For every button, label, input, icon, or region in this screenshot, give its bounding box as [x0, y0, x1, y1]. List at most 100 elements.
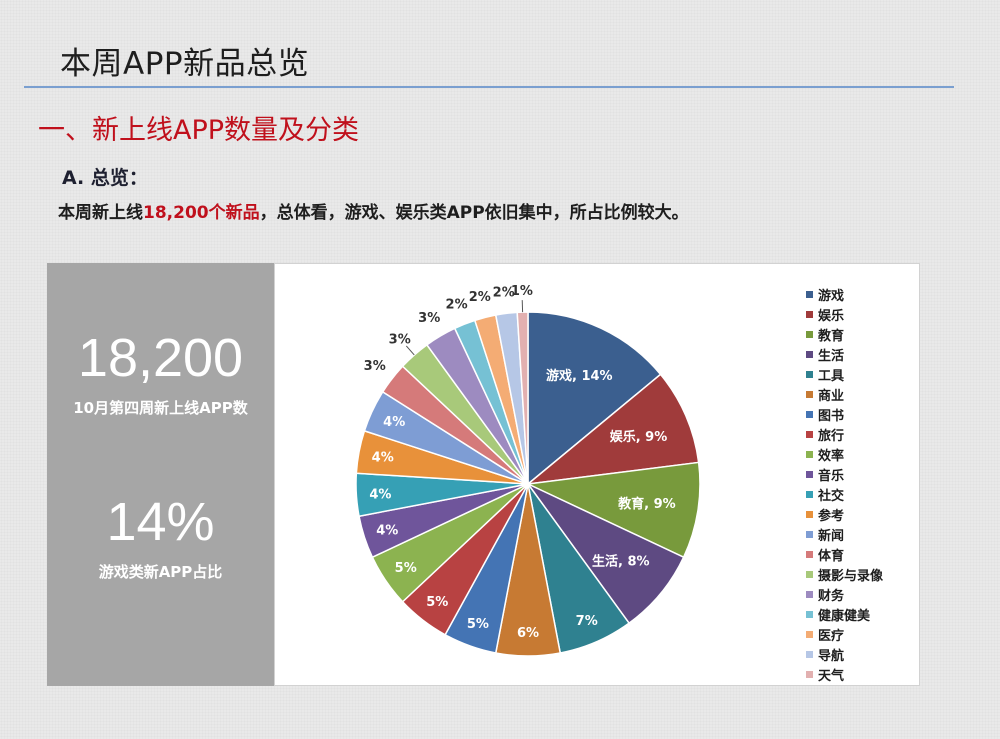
- legend-item-14: 摄影与录像: [806, 564, 916, 584]
- legend-label-12: 新闻: [818, 528, 845, 544]
- legend-label-9: 音乐: [818, 468, 845, 484]
- legend-label-17: 医疗: [818, 628, 845, 644]
- legend-label-14: 摄影与录像: [818, 568, 884, 584]
- pie-data-label-15: 3%: [418, 311, 440, 326]
- pie-chart: 游戏, 14% 娱乐, 9% 教育, 9% 生活, 8% 7% 6% 5% 5% 5% 4% 4% 4…: [355, 284, 701, 657]
- stat-game-share-caption: 游戏类新APP占比: [98, 563, 223, 581]
- stat-game-share-value: 14%: [106, 492, 215, 552]
- pie-data-label-11: 4%: [372, 450, 394, 465]
- pie-chart-area: 游戏, 14% 娱乐, 9% 教育, 9% 生活, 8% 7% 6% 5% 5% 5% 4% 4% 4…: [274, 263, 920, 686]
- legend-item-18: 导航: [806, 644, 916, 664]
- stat-total-value: 18,200: [77, 328, 244, 388]
- legend-swatch-0: [806, 290, 813, 298]
- legend-label-4: 工具: [818, 368, 845, 384]
- legend-swatch-2: [806, 330, 813, 338]
- pie-data-label-19: 1%: [511, 284, 533, 299]
- legend-item-0: 游戏: [806, 284, 916, 304]
- summary-suffix: ，总体看，游戏、娱乐类APP依旧集中，所占比例较大。: [259, 203, 689, 223]
- pie-data-label-17: 2%: [469, 290, 491, 305]
- legend-item-1: 娱乐: [806, 304, 916, 324]
- pie-data-label-3: 生活, 8%: [592, 554, 650, 570]
- page-title: 本周APP新品总览: [60, 46, 310, 82]
- chart-legend: 游戏娱乐教育生活工具商业图书旅行效率音乐社交参考新闻体育摄影与录像财务健康健美医…: [806, 284, 916, 684]
- stats-panel: 18,200 10月第四周新上线APP数 14% 游戏类新APP占比: [47, 263, 274, 686]
- pie-data-label-12: 4%: [383, 415, 405, 430]
- legend-label-11: 参考: [818, 508, 845, 524]
- legend-label-5: 商业: [818, 388, 845, 404]
- legend-swatch-8: [806, 450, 813, 458]
- legend-swatch-9: [806, 470, 813, 478]
- legend-swatch-18: [806, 650, 813, 658]
- pie-data-label-6: 5%: [467, 617, 489, 632]
- pie-slice-0: [527, 311, 662, 486]
- legend-label-8: 效率: [818, 448, 845, 464]
- legend-label-2: 教育: [818, 328, 845, 344]
- legend-item-19: 天气: [806, 664, 916, 684]
- legend-swatch-14: [806, 570, 813, 578]
- pie-data-label-10: 4%: [369, 487, 391, 502]
- stat-total-caption: 10月第四周新上线APP数: [73, 399, 248, 417]
- legend-item-16: 健康健美: [806, 604, 916, 624]
- legend-swatch-4: [806, 370, 813, 378]
- legend-swatch-3: [806, 350, 813, 358]
- legend-item-11: 参考: [806, 504, 916, 524]
- pie-data-label-1: 娱乐, 9%: [610, 429, 668, 445]
- pie-data-label-0: 游戏, 14%: [546, 368, 613, 384]
- legend-label-19: 天气: [818, 668, 845, 684]
- legend-item-7: 旅行: [806, 424, 916, 444]
- legend-label-15: 财务: [818, 588, 845, 604]
- pie-slice-2: [525, 461, 701, 559]
- legend-label-7: 旅行: [818, 428, 845, 444]
- pie-data-label-2: 教育, 9%: [617, 496, 676, 512]
- pie-leader-line-14: [405, 345, 415, 356]
- pie-data-label-13: 3%: [364, 359, 386, 374]
- legend-item-15: 财务: [806, 584, 916, 604]
- legend-label-0: 游戏: [818, 288, 845, 304]
- pie-data-label-8: 5%: [395, 561, 417, 576]
- legend-label-3: 生活: [818, 348, 845, 364]
- legend-swatch-10: [806, 490, 813, 498]
- legend-item-17: 医疗: [806, 624, 916, 644]
- pie-data-label-5: 6%: [517, 626, 539, 641]
- legend-item-5: 商业: [806, 384, 916, 404]
- section-title: 一、新上线APP数量及分类: [38, 115, 360, 146]
- title-divider: [24, 86, 954, 88]
- legend-swatch-17: [806, 630, 813, 638]
- pie-slice-1: [525, 373, 700, 486]
- legend-item-10: 社交: [806, 484, 916, 504]
- pie-data-label-7: 5%: [426, 595, 448, 610]
- legend-item-12: 新闻: [806, 524, 916, 544]
- pie-slice-19: [516, 311, 529, 485]
- legend-label-6: 图书: [818, 408, 845, 424]
- legend-swatch-6: [806, 410, 813, 418]
- summary-highlight: 18,200个新品: [143, 203, 260, 223]
- legend-swatch-5: [806, 390, 813, 398]
- legend-swatch-13: [806, 550, 813, 558]
- legend-swatch-12: [806, 530, 813, 538]
- legend-swatch-15: [806, 590, 813, 598]
- pie-data-label-9: 4%: [376, 524, 398, 539]
- legend-swatch-11: [806, 510, 813, 518]
- sub-heading: A. 总览：: [62, 167, 148, 189]
- legend-item-4: 工具: [806, 364, 916, 384]
- legend-item-8: 效率: [806, 444, 916, 464]
- legend-swatch-1: [806, 310, 813, 318]
- pie-data-label-18: 2%: [493, 286, 515, 301]
- legend-label-16: 健康健美: [818, 608, 871, 624]
- summary-text: 本周新上线18,200个新品，总体看，游戏、娱乐类APP依旧集中，所占比例较大。: [58, 198, 689, 223]
- legend-label-1: 娱乐: [818, 308, 845, 324]
- legend-swatch-16: [806, 610, 813, 618]
- legend-swatch-7: [806, 430, 813, 438]
- pie-data-label-14: 3%: [389, 333, 411, 348]
- legend-item-6: 图书: [806, 404, 916, 424]
- legend-label-10: 社交: [818, 488, 845, 504]
- legend-item-9: 音乐: [806, 464, 916, 484]
- legend-swatch-19: [806, 670, 813, 678]
- legend-item-2: 教育: [806, 324, 916, 344]
- legend-item-13: 体育: [806, 544, 916, 564]
- pie-data-label-4: 7%: [576, 614, 598, 629]
- legend-item-3: 生活: [806, 344, 916, 364]
- summary-prefix: 本周新上线: [58, 203, 143, 223]
- legend-label-13: 体育: [818, 548, 845, 564]
- pie-data-label-16: 2%: [446, 298, 468, 313]
